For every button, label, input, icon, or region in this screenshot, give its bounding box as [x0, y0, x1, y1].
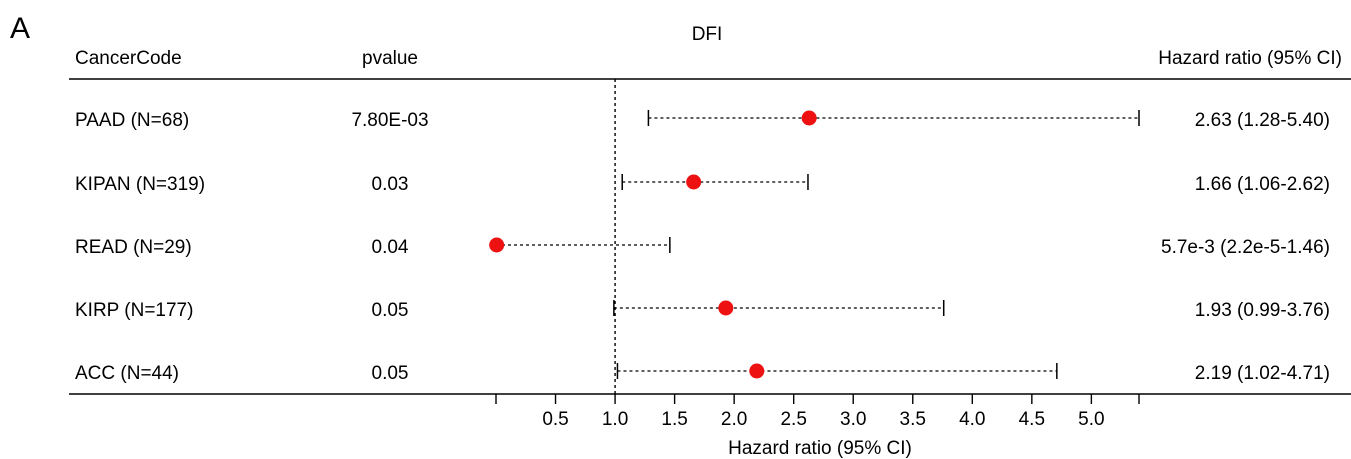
- row-cancer-code: KIPAN (N=319): [75, 174, 205, 195]
- x-tick-label: 3.0: [840, 409, 866, 430]
- table-row: KIRP (N=177) 0.05 1.93 (0.99-3.76): [75, 300, 1330, 321]
- hazard-ratio-point: [749, 363, 765, 379]
- hazard-ratio-point: [686, 174, 702, 190]
- x-tick-label: 4.0: [959, 409, 985, 430]
- x-tick-label: 5.0: [1078, 409, 1104, 430]
- x-tick-label: 4.5: [1019, 409, 1045, 430]
- x-tick-label: 1.0: [602, 409, 628, 430]
- row-hazard-ratio-label: 1.93 (0.99-3.76): [1195, 300, 1330, 321]
- row-pvalue: 0.04: [372, 237, 409, 258]
- panel-label: A: [10, 12, 30, 45]
- row-cancer-code: PAAD (N=68): [75, 110, 189, 131]
- row-cancer-code: ACC (N=44): [75, 363, 179, 384]
- row-hazard-ratio-label: 2.19 (1.02-4.71): [1195, 363, 1330, 384]
- row-pvalue: 0.03: [372, 174, 409, 195]
- row-cancer-code: KIRP (N=177): [75, 300, 193, 321]
- header-cancer-code: CancerCode: [75, 48, 182, 69]
- x-tick-label: 3.5: [900, 409, 926, 430]
- x-tick-label: 1.5: [661, 409, 687, 430]
- table-row: KIPAN (N=319) 0.03 1.66 (1.06-2.62): [75, 174, 1330, 195]
- x-tick-label: 0.5: [542, 409, 568, 430]
- row-pvalue: 0.05: [372, 300, 409, 321]
- hazard-ratio-point: [718, 300, 734, 316]
- table-row: READ (N=29) 0.04 5.7e-3 (2.2e-5-1.46): [75, 237, 1330, 258]
- header-pvalue: pvalue: [362, 48, 418, 69]
- row-hazard-ratio-label: 1.66 (1.06-2.62): [1195, 174, 1330, 195]
- table-row: ACC (N=44) 0.05 2.19 (1.02-4.71): [75, 363, 1330, 384]
- hazard-ratio-point: [801, 110, 817, 126]
- hazard-ratio-point: [489, 237, 505, 253]
- x-tick-label: 2.0: [721, 409, 747, 430]
- x-tick-label: 2.5: [780, 409, 806, 430]
- row-cancer-code: READ (N=29): [75, 237, 192, 258]
- header-hazard-ratio: Hazard ratio (95% CI): [1158, 48, 1342, 69]
- row-hazard-ratio-label: 5.7e-3 (2.2e-5-1.46): [1161, 237, 1330, 258]
- table-row: PAAD (N=68) 7.80E-03 2.63 (1.28-5.40): [75, 110, 1330, 131]
- chart-title: DFI: [692, 24, 723, 45]
- row-hazard-ratio-label: 2.63 (1.28-5.40): [1195, 110, 1330, 131]
- row-pvalue: 0.05: [372, 363, 409, 384]
- row-pvalue: 7.80E-03: [351, 110, 428, 131]
- x-axis-label: Hazard ratio (95% CI): [728, 438, 912, 459]
